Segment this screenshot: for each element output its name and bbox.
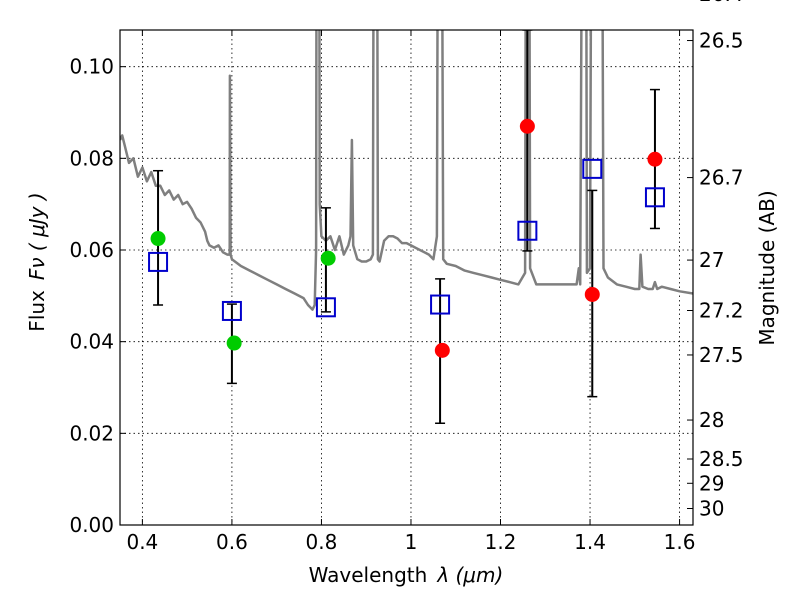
x-tick-label: 0.8 <box>306 530 338 554</box>
y2-tick-label: 26.7 <box>699 166 744 190</box>
x-axis-label-math: λ (μm) <box>436 563 503 587</box>
y2-tick-label: 30 <box>699 497 724 521</box>
y-tick-label: 0.10 <box>69 55 114 79</box>
y2-tick-label: 28 <box>699 408 724 432</box>
data-point <box>226 335 242 351</box>
y-tick-label: 0.02 <box>69 421 114 445</box>
data-point <box>647 151 663 167</box>
plot-frame <box>119 29 694 526</box>
x-axis-label: Wavelength λ (μm) <box>309 563 504 587</box>
y-axis-label-math: Fν ( μJy ) <box>25 192 49 280</box>
x-tick-label: 0.6 <box>216 530 248 554</box>
y2-tick-label: 28.5 <box>699 447 744 471</box>
data-point <box>584 286 600 302</box>
tick-labels: 0.4 0.6 0.8 1 1.2 1.4 1.6 0.00 0.02 0.04 0.06 0.08 0… <box>69 0 743 554</box>
spectrum-line <box>120 30 693 311</box>
data-point <box>221 300 242 321</box>
y2-tick-label: 27.2 <box>699 299 744 323</box>
y-tick-label: 0.04 <box>69 330 114 354</box>
y-tick-label: 0.08 <box>69 146 114 170</box>
y2-tick-label: 27.5 <box>699 343 744 367</box>
y-tick-label: 0.06 <box>69 238 114 262</box>
y-axis-label-text: Flux <box>25 290 49 332</box>
x-tick-label: 1.6 <box>664 530 696 554</box>
data-point <box>582 158 603 179</box>
data-point <box>148 251 169 272</box>
y2-axis-label: Magnitude (AB) <box>755 190 779 345</box>
x-tick-label: 1.4 <box>574 530 606 554</box>
x-tick-label: 1.2 <box>485 530 517 554</box>
data-point <box>519 118 535 134</box>
y-axis-label: Flux Fν ( μJy ) <box>25 192 49 331</box>
y2-tick-label: 26.5 <box>699 29 744 53</box>
data-point <box>517 220 538 241</box>
y2-tick-label: 26.4 <box>699 0 744 6</box>
x-tick-label: 0.4 <box>126 530 158 554</box>
y-tick-label: 0.00 <box>69 513 114 537</box>
x-axis-label-text: Wavelength <box>309 563 428 587</box>
data-point <box>150 231 166 247</box>
plot-area <box>120 30 693 424</box>
data-point <box>315 297 336 318</box>
data-point <box>320 250 336 266</box>
data-point <box>434 342 450 358</box>
data-point <box>430 294 451 315</box>
y2-tick-label: 27 <box>699 248 724 272</box>
x-tick-label: 1 <box>405 530 418 554</box>
ticks <box>120 30 693 526</box>
y2-tick-label: 29 <box>699 471 724 495</box>
data-point <box>644 187 665 208</box>
